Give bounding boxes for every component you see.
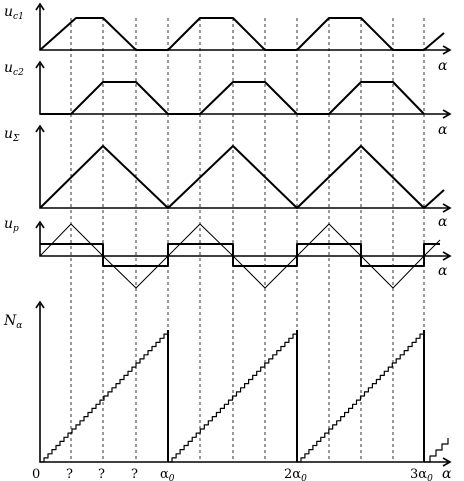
panel-up: up α [4,216,452,289]
na-resets [167,330,425,462]
na-axes [39,304,448,463]
up-square-wave [40,243,440,267]
usum-x-label: α [438,214,448,230]
na-x-label: α [442,466,452,481]
uc2-axes [39,64,448,115]
x-tick-3alpha0: 3α0 [410,467,433,481]
x-tick-labels: 0 ? ? ? α0 2α0 3α0 [32,467,433,481]
panel-uc2: uc2 α [4,60,452,138]
usum-axes [39,128,448,209]
uc1-x-label: α [438,58,448,74]
up-label: up [4,216,19,234]
reference-lines [70,18,425,462]
x-tick-q2: ? [98,467,105,481]
x-tick-2alpha0: 2α0 [284,467,307,481]
panel-uc1: uc1 α [4,2,452,74]
panel-usum: uΣ α [4,124,452,230]
uc2-waveform [40,81,425,115]
x-tick-0: 0 [32,467,40,481]
x-tick-alpha0: α0 [160,467,175,481]
up-triangle-reference [39,223,441,289]
panel-na: Nα α [3,300,452,481]
uc2-x-label: α [438,122,448,138]
up-x-label: α [438,263,448,279]
usum-label: uΣ [4,126,20,144]
x-tick-q3: ? [131,467,138,481]
uc1-waveform [39,17,445,51]
na-label: Nα [3,313,22,331]
x-tick-q1: ? [66,467,73,481]
usum-waveform [39,145,445,209]
uc1-label: uc1 [4,4,24,22]
up-axes [39,224,448,257]
uc2-label: uc2 [4,60,24,78]
na-staircase [40,330,449,463]
